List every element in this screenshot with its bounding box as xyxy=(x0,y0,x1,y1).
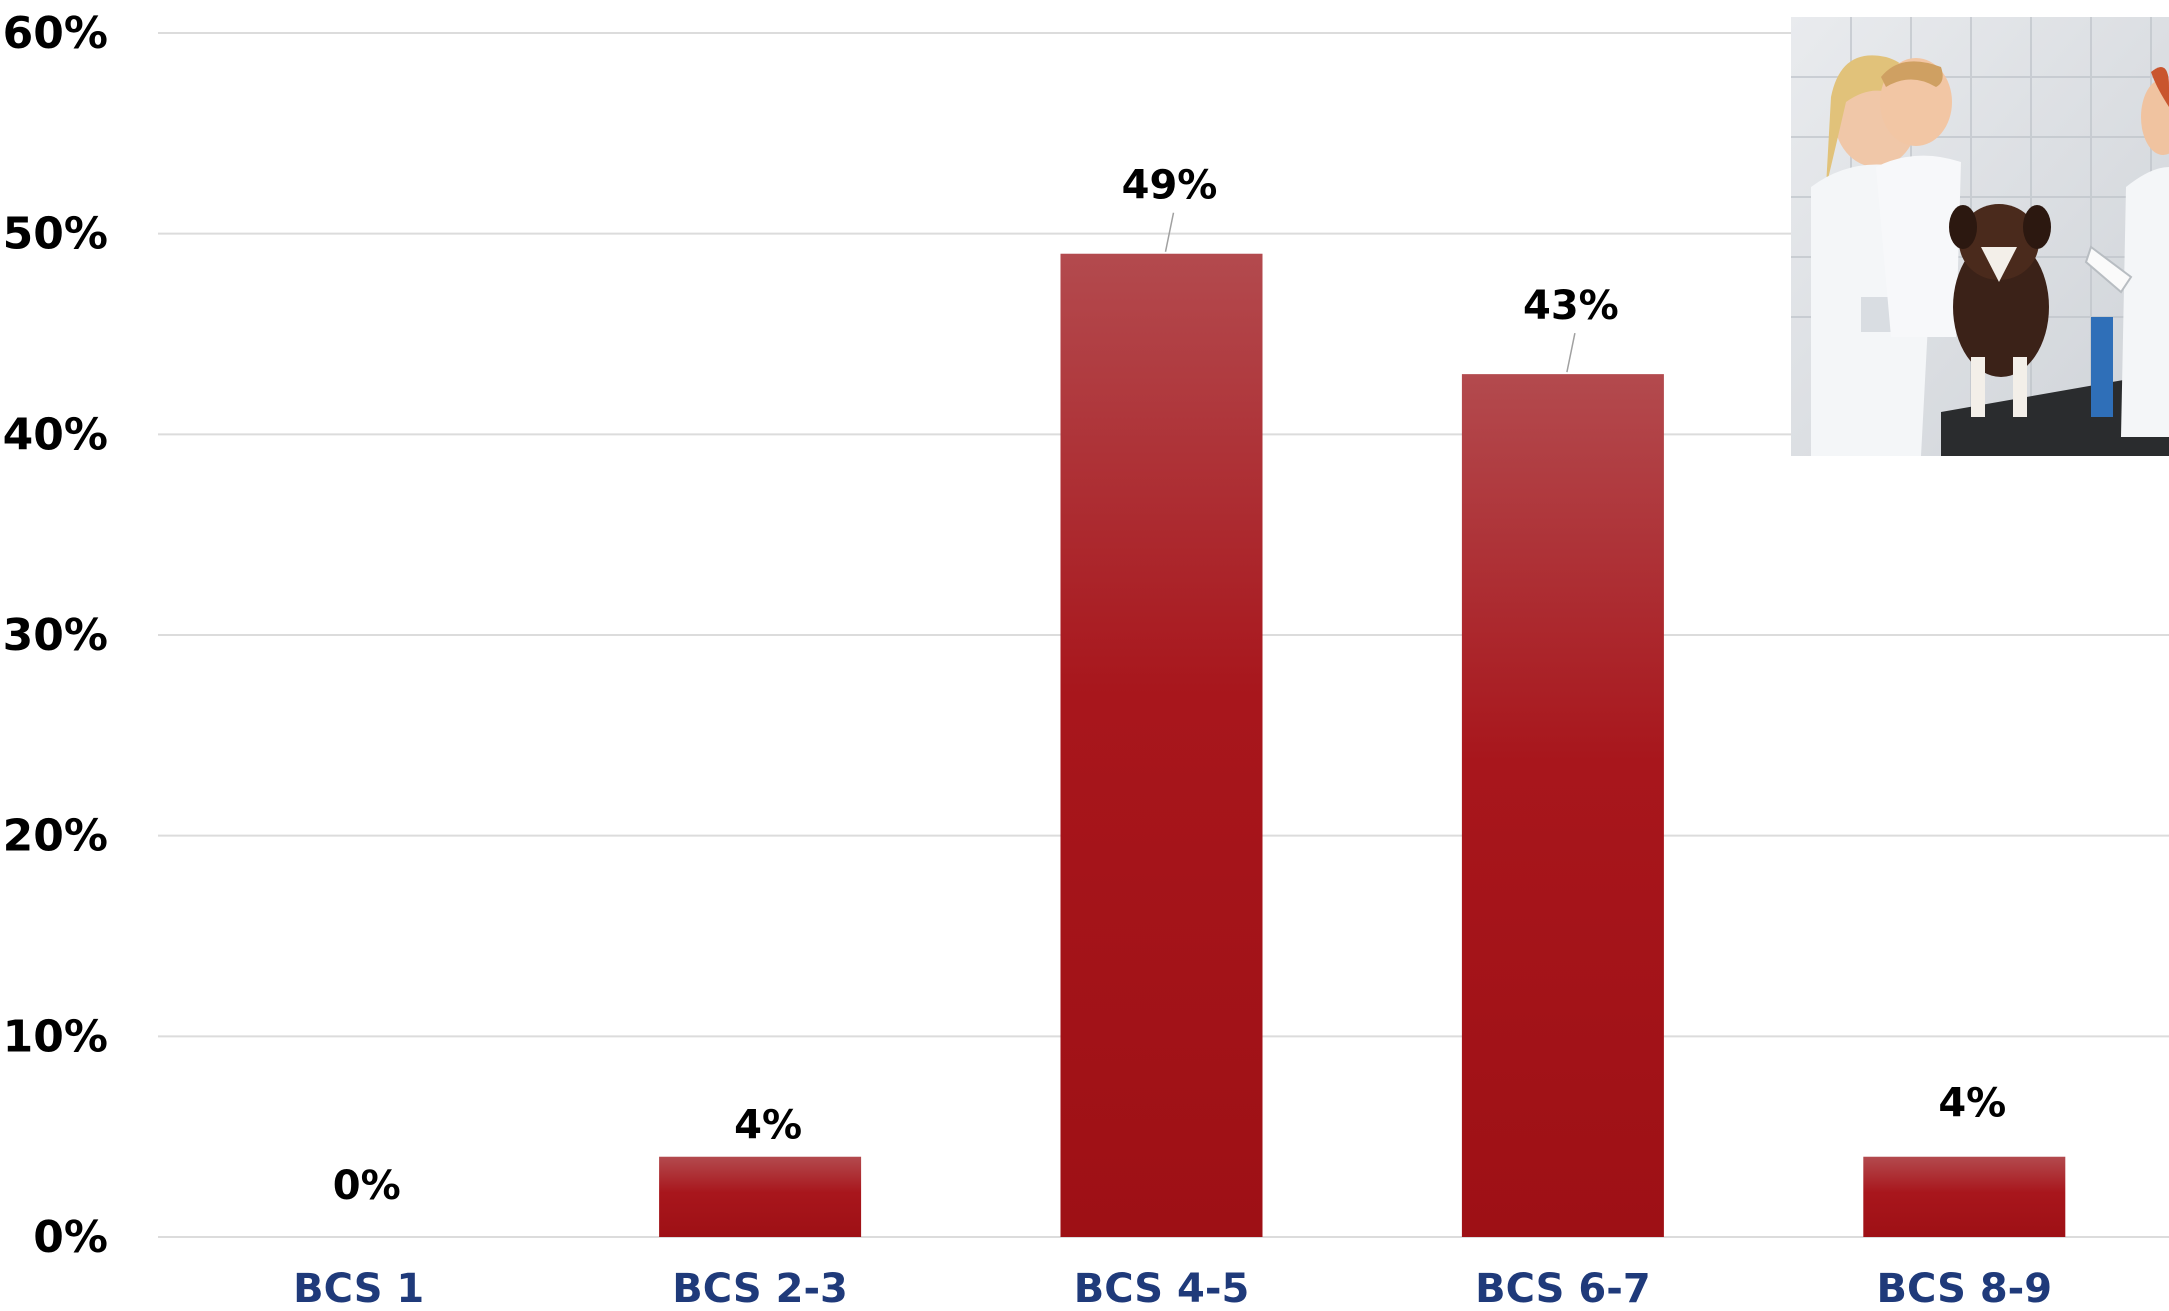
y-tick-label: 30% xyxy=(3,610,108,661)
y-axis-tick-labels: 0% 10% 20% 30% 40% 50% 60% xyxy=(3,8,108,1263)
y-tick-label: 20% xyxy=(3,811,108,862)
y-tick-label: 0% xyxy=(33,1212,108,1263)
data-label-leader xyxy=(1566,332,1576,373)
data-label: 0% xyxy=(333,1163,401,1209)
data-label: 4% xyxy=(1938,1081,2006,1127)
data-label: 43% xyxy=(1523,283,1619,329)
data-label: 49% xyxy=(1122,163,1218,209)
veterinary-exam-photo xyxy=(1791,17,2169,456)
bar xyxy=(1863,1156,2066,1237)
data-label-leader xyxy=(1164,212,1175,252)
x-category-label: BCS 8-9 xyxy=(1877,1266,2053,1311)
x-axis-category-labels: BCS 1 BCS 2-3 BCS 4-5 BCS 6-7 BCS 8-9 xyxy=(293,1266,2052,1311)
x-category-label: BCS 2-3 xyxy=(672,1266,848,1311)
y-tick-label: 10% xyxy=(3,1011,108,1062)
bar xyxy=(1060,253,1263,1237)
bar xyxy=(1461,374,1664,1238)
data-labels: 0% 4% 49% 43% 4% xyxy=(333,163,2007,1209)
x-category-label: BCS 1 xyxy=(293,1266,424,1311)
data-label: 4% xyxy=(734,1103,802,1149)
x-category-label: BCS 4-5 xyxy=(1074,1266,1250,1311)
x-category-label: BCS 6-7 xyxy=(1475,1266,1651,1311)
bar xyxy=(659,1156,862,1237)
bars xyxy=(659,253,2066,1238)
y-tick-label: 40% xyxy=(3,409,108,460)
y-tick-label: 60% xyxy=(3,8,108,59)
y-tick-label: 50% xyxy=(3,209,108,260)
